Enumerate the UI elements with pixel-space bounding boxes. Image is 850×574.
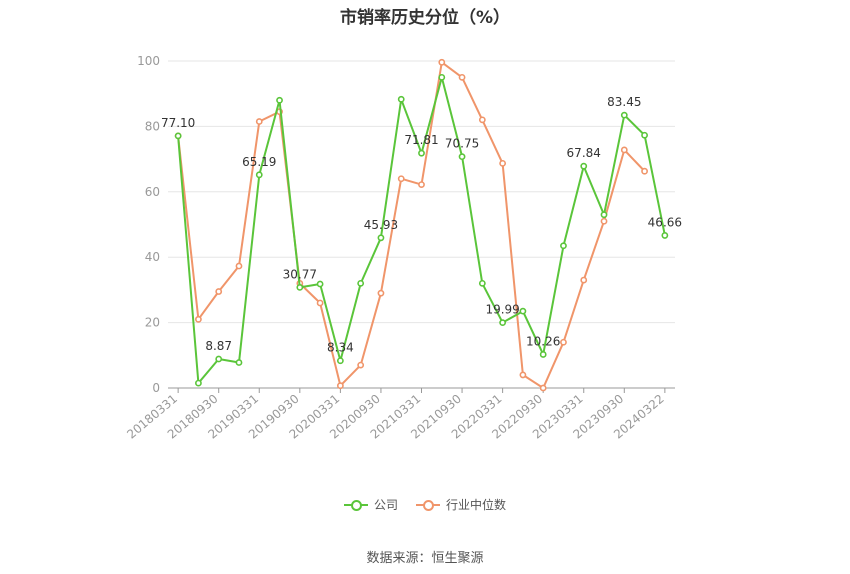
data-point <box>357 361 365 369</box>
data-point <box>641 167 648 175</box>
data-point <box>661 232 669 239</box>
data-point <box>255 118 263 125</box>
label-layer: 77.10 8.87 65.19 30.77 8.34 45.93 71.81 70.75 19… <box>161 95 682 355</box>
source-note: 数据来源：恒生聚源 <box>366 551 484 566</box>
data-point <box>478 116 486 124</box>
data-label: 67.84 <box>567 146 601 160</box>
data-point <box>397 175 405 183</box>
data-point <box>478 279 486 287</box>
data-point <box>357 279 365 287</box>
data-point <box>255 171 263 179</box>
data-point <box>458 153 466 161</box>
y-tick-label: 0 <box>152 381 160 395</box>
grid-layer <box>168 60 675 324</box>
data-point <box>377 289 385 297</box>
data-point <box>600 217 608 225</box>
data-point <box>336 382 344 390</box>
legend-company-label: 公司 <box>373 498 398 512</box>
series-line-1 <box>177 61 646 389</box>
data-point <box>336 357 344 365</box>
data-point <box>580 162 588 170</box>
data-point <box>560 338 567 346</box>
legend-industry-label: 行业中位数 <box>446 498 507 512</box>
data-point <box>641 131 648 139</box>
data-point <box>620 111 628 119</box>
data-label: 83.45 <box>607 95 641 109</box>
data-point <box>438 58 446 66</box>
data-point <box>195 315 202 323</box>
data-label: 77.10 <box>161 116 195 130</box>
data-label: 45.93 <box>364 218 398 232</box>
y-tick-label: 60 <box>145 185 160 199</box>
data-point <box>296 283 304 291</box>
data-point <box>458 73 466 81</box>
y-tick-label: 20 <box>145 316 160 330</box>
data-point <box>418 149 425 157</box>
data-label: 30.77 <box>283 267 317 281</box>
data-point <box>316 299 324 307</box>
legend: 公司 行业中位数 <box>0 496 850 513</box>
data-label: 8.34 <box>327 341 354 355</box>
data-point <box>519 307 527 315</box>
data-point <box>195 379 202 387</box>
data-label: 10.26 <box>526 334 560 348</box>
data-label: 70.75 <box>445 137 479 151</box>
data-point <box>418 181 425 189</box>
data-point <box>519 371 527 379</box>
data-point <box>560 242 567 250</box>
data-point <box>600 211 608 219</box>
data-label: 46.66 <box>648 215 682 229</box>
series-line-0 <box>177 76 666 385</box>
data-label: 19.99 <box>485 303 519 317</box>
data-point <box>620 146 628 154</box>
series-layer <box>174 58 669 392</box>
data-point <box>499 319 507 327</box>
data-point <box>276 96 283 104</box>
data-point <box>316 280 324 288</box>
data-point <box>235 262 243 270</box>
data-point <box>215 355 223 363</box>
chart-title: 市销率历史分位（%） <box>339 8 511 28</box>
data-label: 71.81 <box>404 133 438 147</box>
legend-item-company[interactable]: 公司 <box>343 496 398 513</box>
data-label: 65.19 <box>242 155 276 169</box>
data-point <box>215 288 223 295</box>
legend-industry-swatch <box>416 498 440 512</box>
data-point <box>174 132 182 140</box>
data-point <box>539 384 547 392</box>
data-point <box>377 234 385 242</box>
data-label: 8.87 <box>205 339 232 353</box>
data-point <box>539 351 547 358</box>
legend-company-swatch <box>343 498 368 512</box>
data-point <box>580 276 588 284</box>
legend-item-industry[interactable]: 行业中位数 <box>416 496 506 513</box>
data-point <box>397 95 405 103</box>
y-tick-label: 40 <box>145 250 160 264</box>
y-tick-label: 80 <box>145 119 160 133</box>
data-point <box>235 359 243 366</box>
data-point <box>499 159 507 167</box>
y-tick-label: 100 <box>137 54 160 68</box>
data-point <box>438 73 446 81</box>
